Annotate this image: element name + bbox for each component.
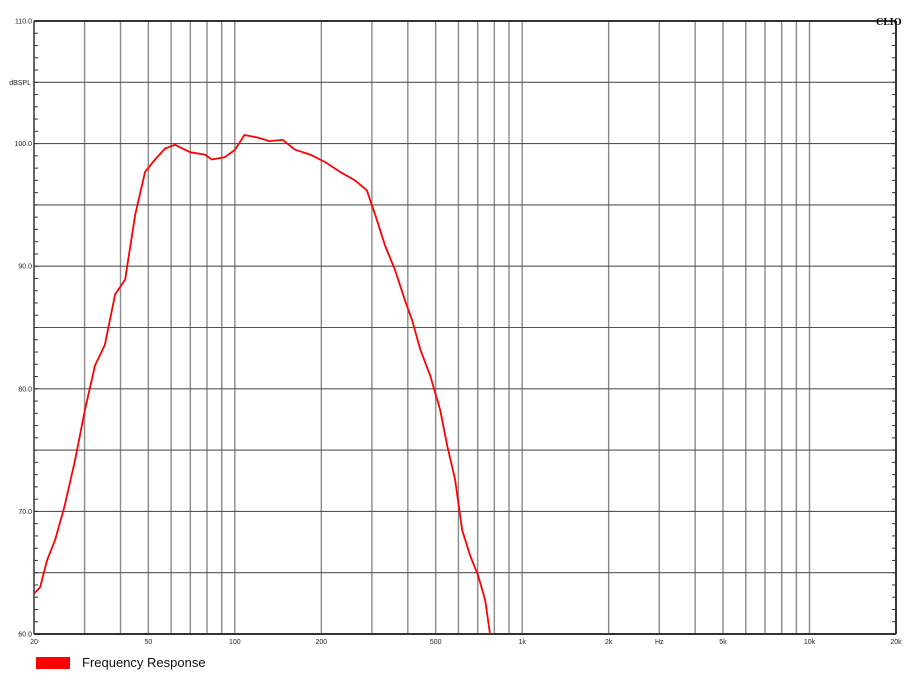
x-tick-label: Hz [655,639,664,646]
x-tick-label: 50 [144,639,152,646]
x-tick-label: 5k [719,639,727,646]
x-tick-label: 2k [605,639,613,646]
legend-swatch [36,656,70,669]
y-tick-label: 70.0 [18,509,32,516]
legend-label: Frequency Response [82,655,206,670]
grid [33,20,897,635]
legend: Frequency Response [36,655,206,670]
x-tick-label: 20k [890,639,902,646]
x-tick-label: 20 [30,639,38,646]
x-tick-label: 500 [430,639,442,646]
x-tick-label: 200 [315,639,327,646]
y-tick-label: 110.0 [15,19,32,26]
series [33,134,491,635]
y-axis: 110.0 100.0 90.0 80.0 70.0 60.0 [14,19,32,639]
clio-logo: CLIO [876,18,902,28]
x-tick-label: 1k [518,639,526,646]
frequency-response-line [33,134,491,635]
y-tick-label: 90.0 [18,264,32,271]
y-tick-label: 100.0 [14,141,32,148]
x-axis: 20 50 100 200 500 1k 2k Hz 5k 10k 20k [30,639,902,646]
y-tick-label: 80.0 [18,386,32,393]
x-tick-label: 100 [229,639,241,646]
y-tick-label: 60.0 [18,632,32,639]
x-tick-label: 10k [804,639,816,646]
y-axis-label: dBSPL [9,80,31,87]
